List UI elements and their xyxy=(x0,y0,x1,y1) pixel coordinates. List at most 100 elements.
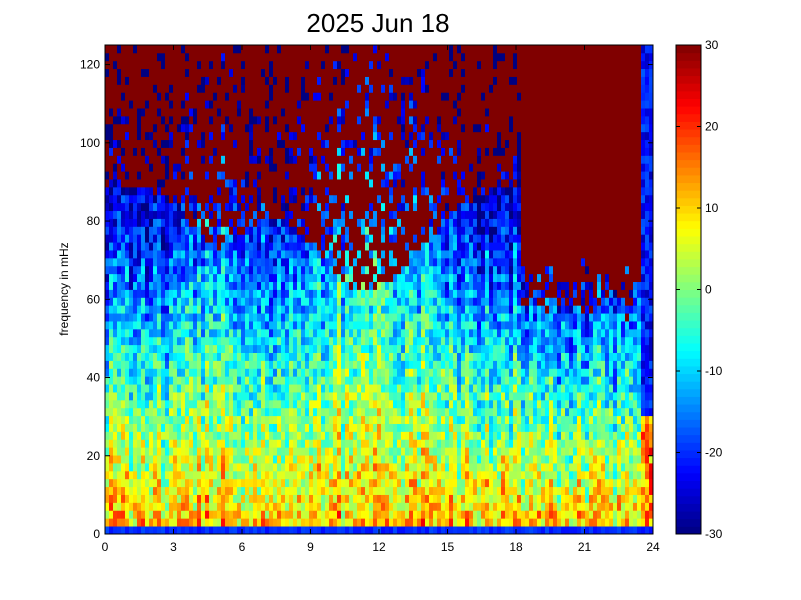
heatmap-cell xyxy=(241,194,246,204)
heatmap-cell xyxy=(317,289,322,298)
heatmap-cell xyxy=(333,321,338,330)
heatmap-cell xyxy=(329,344,334,353)
heatmap-cell xyxy=(181,84,186,93)
heatmap-cell xyxy=(177,92,182,101)
heatmap-cell xyxy=(297,376,302,385)
heatmap-cell xyxy=(221,84,226,93)
heatmap-cell xyxy=(281,92,286,101)
heatmap-cell xyxy=(389,147,394,156)
heatmap-cell xyxy=(321,281,326,290)
heatmap-cell xyxy=(129,273,134,283)
heatmap-cell xyxy=(109,297,114,306)
heatmap-cell xyxy=(153,218,158,227)
heatmap-cell xyxy=(221,305,226,314)
heatmap-cell xyxy=(341,494,346,503)
heatmap-cell xyxy=(165,226,170,235)
heatmap-cell xyxy=(261,163,266,172)
heatmap-cell xyxy=(137,447,142,456)
heatmap-cell xyxy=(245,139,250,148)
heatmap-cell xyxy=(177,273,182,283)
heatmap-cell xyxy=(165,494,170,503)
heatmap-cell xyxy=(153,478,158,488)
heatmap-cell xyxy=(153,305,158,314)
heatmap-cell xyxy=(129,526,134,535)
heatmap-cell xyxy=(377,439,382,448)
heatmap-cell xyxy=(413,494,418,503)
heatmap-cell xyxy=(365,257,370,267)
heatmap-cell xyxy=(377,407,382,417)
heatmap-cell xyxy=(109,431,114,440)
heatmap-cell xyxy=(185,218,190,227)
heatmap-cell xyxy=(221,297,226,306)
heatmap-cell xyxy=(321,194,326,204)
heatmap-cell xyxy=(193,360,198,369)
heatmap-cell xyxy=(181,486,186,495)
heatmap-cell xyxy=(209,147,214,156)
heatmap-cell xyxy=(357,297,362,306)
heatmap-cell xyxy=(393,194,398,204)
heatmap-cell xyxy=(161,52,166,62)
heatmap-cell xyxy=(397,202,402,212)
heatmap-cell xyxy=(117,194,122,204)
heatmap-cell xyxy=(361,194,366,204)
heatmap-cell xyxy=(197,202,202,212)
heatmap-cell xyxy=(245,226,250,235)
heatmap-cell xyxy=(365,226,370,235)
heatmap-cell xyxy=(221,52,226,62)
heatmap-cell xyxy=(213,210,218,219)
heatmap-cell xyxy=(273,163,278,172)
heatmap-cell xyxy=(421,478,426,488)
heatmap-cell xyxy=(261,297,266,306)
heatmap-cell xyxy=(297,68,302,77)
heatmap-cell xyxy=(209,250,214,259)
heatmap-cell xyxy=(245,265,250,275)
heatmap-cell xyxy=(289,344,294,353)
heatmap-cell xyxy=(189,84,194,93)
heatmap-cell xyxy=(345,447,350,456)
heatmap-cell xyxy=(133,218,138,227)
heatmap-cell xyxy=(273,92,278,101)
heatmap-cell xyxy=(277,423,282,432)
heatmap-cell xyxy=(369,376,374,385)
heatmap-cell xyxy=(289,179,294,188)
heatmap-cell xyxy=(261,68,266,77)
heatmap-cell xyxy=(425,265,430,275)
heatmap-cell xyxy=(193,313,198,322)
heatmap-cell xyxy=(425,392,430,401)
heatmap-cell xyxy=(137,407,142,417)
heatmap-cell xyxy=(209,510,214,519)
heatmap-cell xyxy=(325,226,330,235)
heatmap-cell xyxy=(373,171,378,180)
heatmap-cell xyxy=(393,368,398,377)
heatmap-cell xyxy=(205,344,210,353)
heatmap-cell xyxy=(193,321,198,330)
heatmap-cell xyxy=(229,510,234,519)
heatmap-cell xyxy=(253,470,258,480)
heatmap-cell xyxy=(157,313,162,322)
heatmap-cells xyxy=(105,45,654,535)
heatmap-cell xyxy=(213,76,218,85)
heatmap-cell xyxy=(109,384,114,393)
heatmap-cell xyxy=(373,194,378,204)
heatmap-cell xyxy=(381,447,386,456)
heatmap-cell xyxy=(213,415,218,424)
heatmap-cell xyxy=(137,202,142,212)
heatmap-cell xyxy=(245,257,250,267)
heatmap-cell xyxy=(333,313,338,322)
heatmap-cell xyxy=(393,463,398,472)
heatmap-cell xyxy=(233,486,238,495)
heatmap-cell xyxy=(401,392,406,401)
heatmap-cell xyxy=(165,123,170,133)
heatmap-cell xyxy=(345,171,350,180)
heatmap-cell xyxy=(229,100,234,109)
heatmap-cell xyxy=(249,163,254,172)
heatmap-cell xyxy=(361,108,366,117)
heatmap-cell xyxy=(209,376,214,385)
heatmap-cell xyxy=(169,163,174,172)
heatmap-cell xyxy=(369,171,374,180)
heatmap-cell xyxy=(209,234,214,243)
heatmap-cell xyxy=(265,68,270,77)
heatmap-cell xyxy=(293,478,298,488)
heatmap-cell xyxy=(269,131,274,141)
heatmap-cell xyxy=(253,139,258,148)
